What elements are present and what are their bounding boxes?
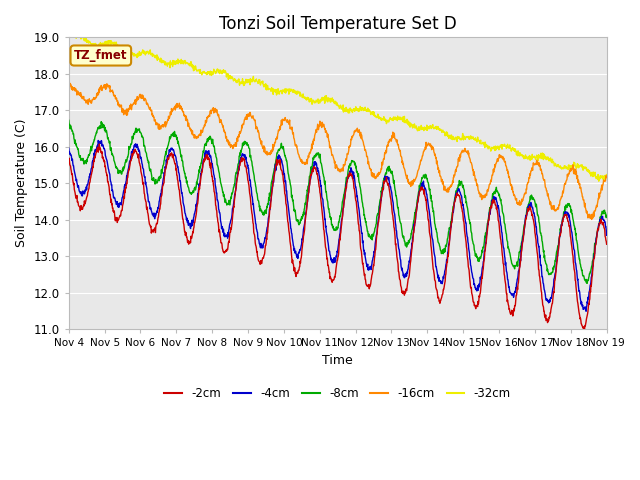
Legend: -2cm, -4cm, -8cm, -16cm, -32cm: -2cm, -4cm, -8cm, -16cm, -32cm bbox=[160, 383, 516, 405]
Y-axis label: Soil Temperature (C): Soil Temperature (C) bbox=[15, 119, 28, 247]
Title: Tonzi Soil Temperature Set D: Tonzi Soil Temperature Set D bbox=[219, 15, 456, 33]
X-axis label: Time: Time bbox=[323, 354, 353, 367]
Text: TZ_fmet: TZ_fmet bbox=[74, 49, 127, 62]
